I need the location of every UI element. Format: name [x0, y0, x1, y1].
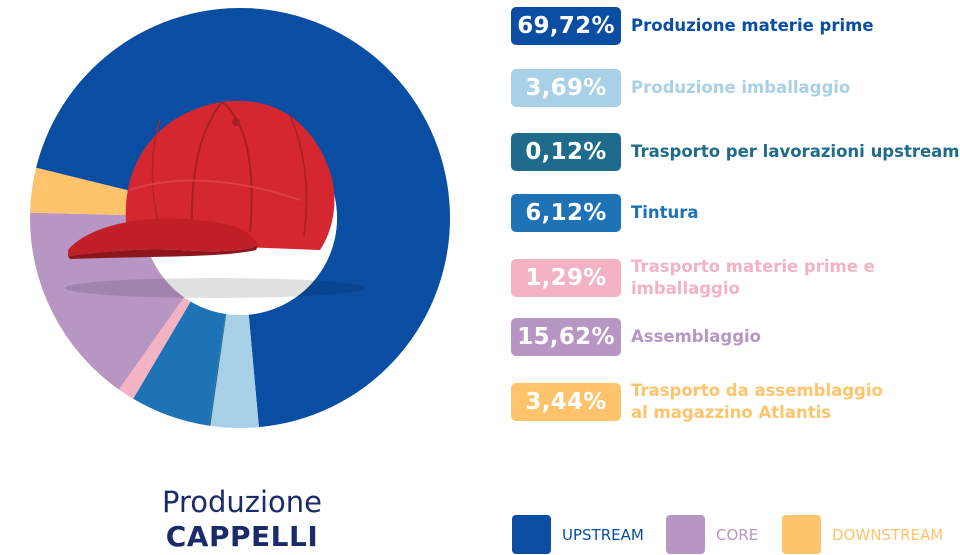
chart-caption: Produzione CAPPELLI	[140, 484, 344, 554]
downstream-swatch	[782, 515, 821, 554]
legend-item-3: 6,12% Tintura	[511, 194, 699, 232]
legend-value-badge: 0,12%	[511, 133, 621, 171]
core-swatch	[666, 515, 705, 554]
legend-label: Tintura	[631, 203, 699, 222]
legend-value-badge: 6,12%	[511, 194, 621, 232]
slice-2	[208, 313, 227, 426]
legend-item-6: 3,44% Trasporto da assemblaggio al magazz…	[511, 380, 883, 424]
legend-item-0: 69,72% Produzione materie prime	[511, 7, 874, 45]
legend-value-badge: 3,44%	[511, 383, 621, 421]
legend-label: Trasporto per lavorazioni upstream	[631, 142, 960, 161]
slice-3	[133, 301, 226, 426]
legend-item-4: 1,29% Trasporto materie prime e imballagg…	[511, 256, 960, 300]
key-core: CORE	[666, 515, 758, 554]
caption-line2: CAPPELLI	[165, 520, 319, 553]
legend-value-badge: 1,29%	[511, 259, 621, 297]
legend-item-1: 3,69% Produzione imballaggio	[511, 69, 850, 107]
slice-1	[210, 314, 259, 429]
red-cap-icon	[65, 100, 365, 298]
legend-label: Assemblaggio	[631, 327, 762, 346]
legend-value-badge: 69,72%	[511, 7, 621, 45]
legend-item-5: 15,62% Assemblaggio	[511, 318, 761, 356]
legend-value-badge: 3,69%	[511, 69, 621, 107]
legend-label: Trasporto materie prime e imballaggio	[631, 257, 875, 298]
upstream-swatch	[512, 515, 551, 554]
core-label: CORE	[716, 525, 759, 544]
slice-6	[30, 167, 146, 216]
donut-chart	[30, 8, 450, 429]
key-upstream: UPSTREAM	[512, 515, 644, 554]
upstream-label: UPSTREAM	[562, 525, 644, 544]
key-downstream: DOWNSTREAM	[782, 515, 943, 554]
legend-label: Trasporto da assemblaggio al magazzino A…	[631, 381, 883, 422]
legend-label: Produzione imballaggio	[631, 78, 851, 97]
legend-item-2: 0,12% Trasporto per lavorazioni upstream	[511, 133, 960, 171]
caption-line1: Produzione	[161, 485, 323, 519]
slice-0	[36, 8, 450, 428]
legend-label: Produzione materie prime	[631, 16, 874, 35]
legend-value-badge: 15,62%	[511, 318, 621, 356]
downstream-label: DOWNSTREAM	[832, 525, 944, 544]
slice-4	[118, 297, 191, 399]
